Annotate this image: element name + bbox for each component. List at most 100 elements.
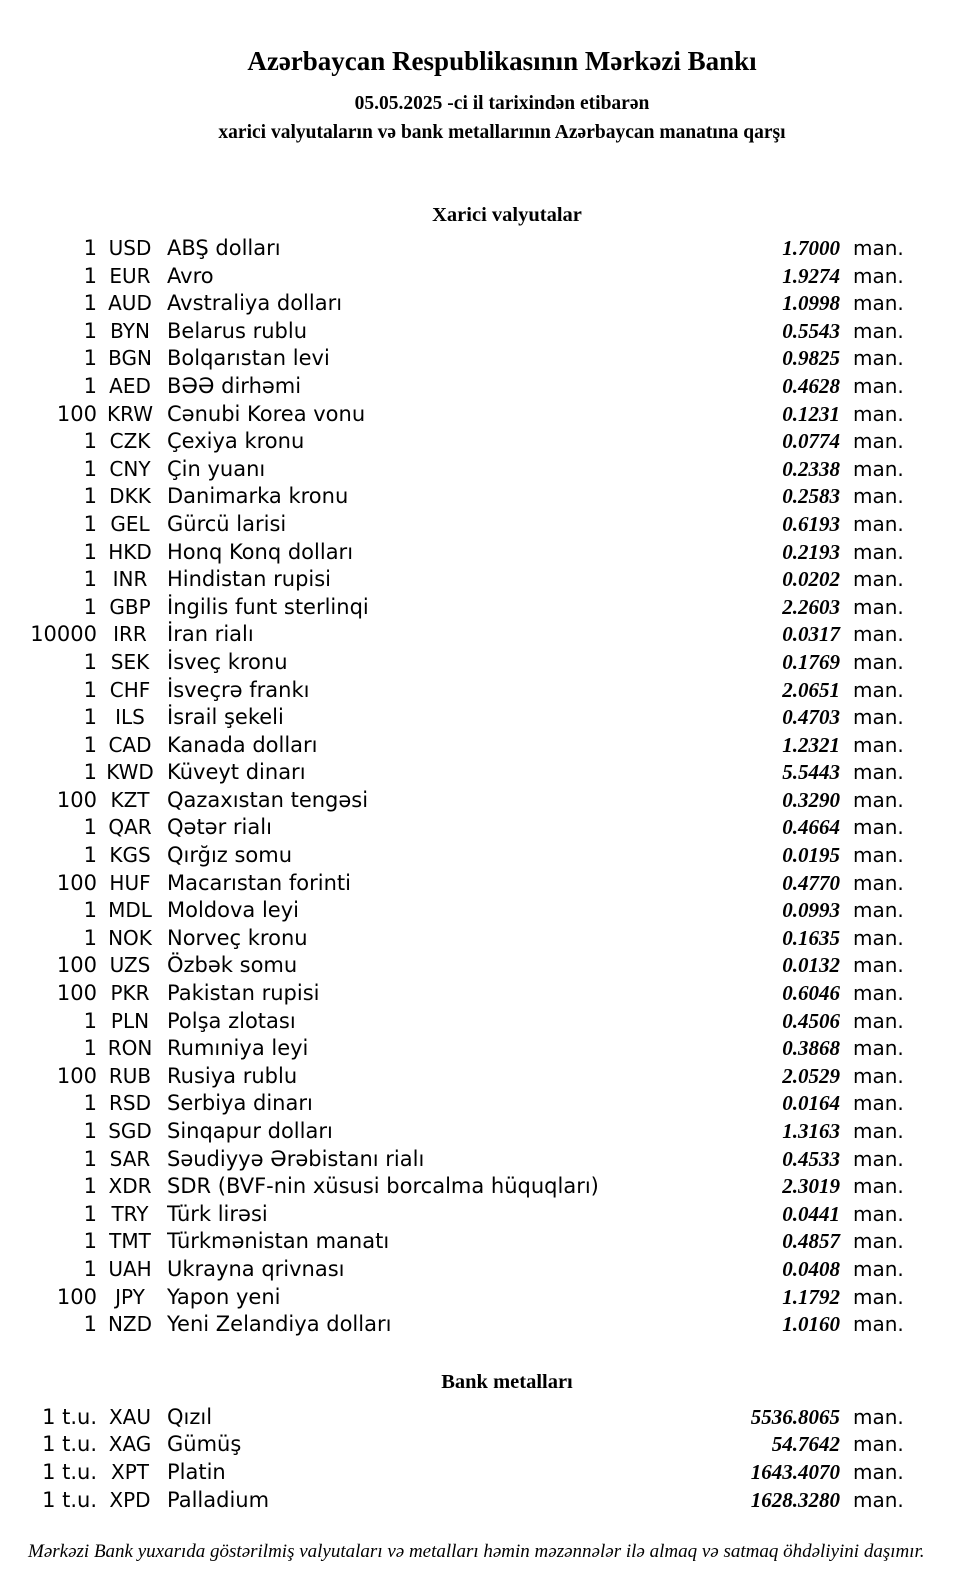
- page-header: Azərbaycan Respublikasının Mərkəzi Bankı…: [0, 44, 974, 146]
- currency-row: 1 SAR Səudiyyə Ərəbistanı rialı 0.4533 m…: [0, 1146, 974, 1174]
- metal-unit-label: man.: [853, 1432, 904, 1457]
- currency-name: Çin yuanı: [167, 456, 266, 481]
- currency-code: CAD: [108, 732, 152, 757]
- currency-name: Türkmənistan manatı: [167, 1229, 390, 1254]
- currency-unit-label: man.: [853, 236, 904, 260]
- currency-code: CZK: [109, 429, 151, 454]
- currency-name: Çexiya kronu: [167, 429, 305, 454]
- currency-unit-label: man.: [853, 1063, 904, 1088]
- currency-rate: 2.2603: [782, 594, 840, 619]
- currency-code: DKK: [109, 484, 151, 509]
- currency-name: Norveç kronu: [167, 925, 308, 950]
- currency-name: Rusiya rublu: [167, 1063, 298, 1088]
- currency-quantity: 1: [83, 567, 97, 592]
- currency-unit-label: man.: [853, 622, 904, 647]
- metal-row: 1 t.u. XAU Qızıl 5536.8065 man.: [0, 1404, 974, 1432]
- currency-quantity: 1: [83, 649, 97, 674]
- currency-code: CNY: [109, 456, 151, 481]
- currency-rate: 0.4664: [782, 815, 840, 840]
- currency-rate: 0.0164: [782, 1091, 840, 1116]
- currency-quantity: 1: [83, 925, 97, 950]
- currency-unit-label: man.: [853, 594, 904, 619]
- currency-rate: 0.0408: [782, 1256, 840, 1281]
- currency-row: 1 INR Hindistan rupisi 0.0202 man.: [0, 566, 974, 594]
- currency-quantity: 1: [83, 898, 97, 923]
- currency-name: İngilis funt sterlinqi: [167, 594, 369, 619]
- currency-code: SGD: [108, 1119, 152, 1143]
- currency-quantity: 1: [83, 263, 97, 288]
- currency-row: 1 DKK Danimarka kronu 0.2583 man.: [0, 483, 974, 511]
- currency-code: GEL: [110, 511, 150, 536]
- currency-row: 1 RSD Serbiya dinarı 0.0164 man.: [0, 1090, 974, 1118]
- currency-code: TMT: [109, 1229, 151, 1254]
- currency-code: BGN: [108, 346, 152, 371]
- currency-row: 100 UZS Özbək somu 0.0132 man.: [0, 952, 974, 980]
- currency-unit-label: man.: [853, 401, 904, 426]
- currency-name: Danimarka kronu: [167, 484, 349, 509]
- currency-quantity: 1: [83, 1008, 97, 1033]
- currency-unit-label: man.: [853, 456, 904, 481]
- metal-code: XPD: [109, 1487, 151, 1512]
- currency-name: Macarıstan forinti: [167, 870, 351, 895]
- currency-rate: 0.2583: [782, 484, 840, 509]
- metal-name: Platin: [167, 1459, 226, 1484]
- currency-unit-label: man.: [853, 1036, 904, 1061]
- currency-row: 1 AED BƏƏ dirhəmi 0.4628 man.: [0, 373, 974, 401]
- currency-quantity: 1: [83, 594, 97, 619]
- page-subtitle: xarici valyutaların və bank metallarının…: [218, 122, 786, 143]
- currency-unit-label: man.: [853, 1256, 904, 1281]
- currency-code: USD: [108, 236, 152, 260]
- currency-code: EUR: [109, 263, 151, 288]
- currency-rate: 1.9274: [782, 263, 840, 288]
- currency-code: KZT: [110, 787, 150, 812]
- currency-unit-label: man.: [853, 843, 904, 868]
- currency-row: 1 SGD Sinqapur dolları 1.3163 man.: [0, 1118, 974, 1146]
- currency-unit-label: man.: [853, 291, 904, 316]
- currency-rate: 0.6046: [782, 981, 840, 1006]
- currency-quantity: 1: [83, 1256, 97, 1281]
- metals-section-title: Bank metalları: [441, 1370, 573, 1393]
- currency-name: Serbiya dinarı: [167, 1091, 313, 1116]
- currency-unit-label: man.: [853, 953, 904, 978]
- currency-code: RON: [107, 1036, 153, 1061]
- currency-name: Özbək somu: [167, 953, 298, 978]
- currency-code: JPY: [115, 1284, 145, 1309]
- currency-unit-label: man.: [853, 1119, 904, 1143]
- currency-row: 1 NOK Norveç kronu 0.1635 man.: [0, 925, 974, 953]
- currency-name: Avro: [167, 263, 214, 288]
- currency-name: Səudiyyə Ərəbistanı rialı: [167, 1146, 425, 1171]
- currency-quantity: 100: [56, 870, 97, 895]
- metal-quantity: 1 t.u.: [42, 1404, 97, 1429]
- currency-quantity: 1: [83, 346, 97, 371]
- currency-name: Cənubi Korea vonu: [167, 401, 366, 426]
- currency-quantity: 1: [83, 1146, 97, 1171]
- currency-row: 100 PKR Pakistan rupisi 0.6046 man.: [0, 980, 974, 1008]
- currency-unit-label: man.: [853, 1229, 904, 1254]
- currency-rate: 0.0774: [782, 429, 840, 454]
- currency-row: 1 TRY Türk lirəsi 0.0441 man.: [0, 1201, 974, 1229]
- currency-quantity: 100: [56, 401, 97, 426]
- currency-code: HKD: [108, 539, 152, 564]
- currency-unit-label: man.: [853, 263, 904, 288]
- currencies-table: 1 USD ABŞ dolları 1.7000 man. 1 EUR Avro…: [0, 235, 974, 1339]
- currency-unit-label: man.: [853, 567, 904, 592]
- currency-name: Moldova leyi: [167, 898, 299, 923]
- currency-rate: 0.5543: [782, 318, 840, 343]
- currency-row: 1 AUD Avstraliya dolları 1.0998 man.: [0, 290, 974, 318]
- currency-rate: 0.0132: [782, 953, 840, 978]
- currency-rate: 0.4857: [782, 1229, 840, 1254]
- currency-rate: 1.0160: [782, 1312, 840, 1337]
- currency-unit-label: man.: [853, 1174, 904, 1199]
- currency-quantity: 1: [83, 236, 97, 260]
- currency-rate: 0.0195: [782, 843, 840, 868]
- currency-unit-label: man.: [853, 649, 904, 674]
- currency-name: BƏƏ dirhəmi: [167, 373, 302, 398]
- currency-row: 1 MDL Moldova leyi 0.0993 man.: [0, 897, 974, 925]
- currency-quantity: 1: [83, 456, 97, 481]
- currency-rate: 0.3868: [782, 1036, 840, 1061]
- currency-rate: 0.4703: [782, 705, 840, 730]
- currency-name: SDR (BVF-nin xüsusi borcalma hüquqları): [167, 1174, 599, 1199]
- currency-quantity: 1: [83, 1201, 97, 1226]
- currency-quantity: 1: [83, 1174, 97, 1199]
